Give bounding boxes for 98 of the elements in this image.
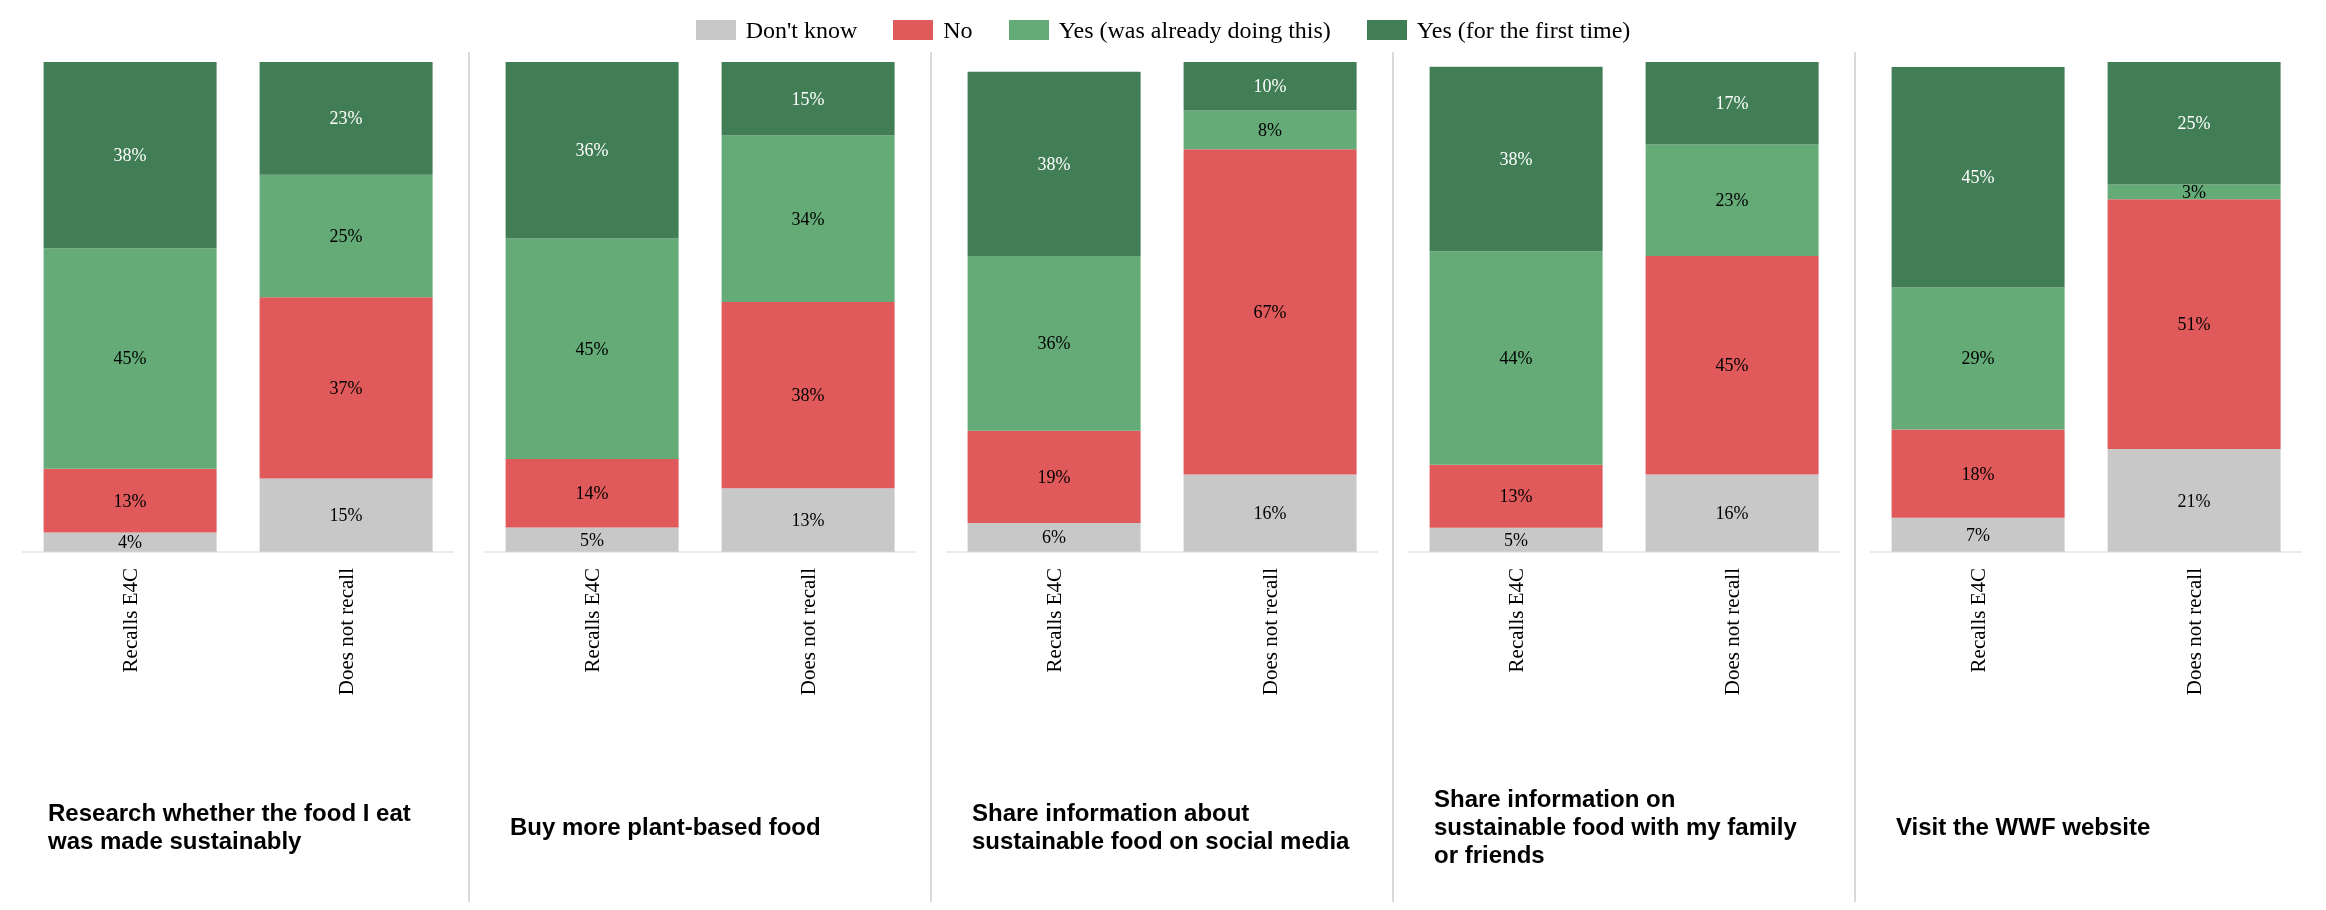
data-label: 51%: [2177, 314, 2211, 335]
data-label: 21%: [2177, 490, 2211, 511]
x-tick-label: Recalls E4C: [580, 568, 604, 673]
x-tick-label: Does not recall: [1258, 567, 1282, 696]
bar: [1891, 66, 2065, 288]
data-label: 16%: [1715, 503, 1749, 524]
x-tick-label: Does not recall: [334, 567, 358, 696]
data-label: 15%: [329, 505, 363, 526]
bar: [43, 532, 217, 552]
data-label: 25%: [2177, 113, 2211, 134]
bar: [1645, 256, 1819, 475]
bar: [1645, 144, 1819, 257]
bar: [505, 238, 679, 459]
data-label: 34%: [791, 208, 825, 229]
bar: [1429, 66, 1603, 252]
data-label: 38%: [1499, 149, 1533, 170]
bar: [721, 488, 895, 552]
x-axis-title: Buy more plant-based food: [510, 813, 821, 841]
data-label: 5%: [580, 529, 605, 550]
x-tick-label: Does not recall: [796, 567, 820, 696]
x-tick-label: Does not recall: [2182, 567, 2206, 696]
x-axis-title: Visit the WWF website: [1896, 813, 2151, 841]
data-label: 16%: [1253, 503, 1287, 524]
bar: [259, 297, 433, 479]
bar: [1429, 527, 1603, 552]
data-label: 38%: [113, 145, 147, 166]
bar: [505, 62, 679, 239]
legend-label: Yes (was already doing this): [1058, 16, 1331, 44]
bar: [1645, 474, 1819, 552]
data-label: 13%: [113, 490, 147, 511]
data-label: 7%: [1966, 524, 1991, 545]
data-label: 67%: [1253, 301, 1287, 322]
bar: [43, 468, 217, 533]
bar: [1183, 149, 1357, 475]
bar: [721, 302, 895, 489]
bar: [1183, 474, 1357, 552]
x-axis-title: Share information about sustainable food on social media: [972, 799, 1351, 855]
x-tick-label: Recalls E4C: [118, 568, 142, 673]
x-axis-title: Research whether the food I eat was made sustainably: [48, 799, 412, 855]
legend-label: Don't know: [745, 16, 858, 44]
data-label: 38%: [791, 385, 825, 406]
data-label: 8%: [1258, 119, 1283, 140]
data-label: 36%: [1037, 333, 1071, 354]
bar: [1429, 464, 1603, 528]
data-label: 36%: [575, 140, 609, 161]
bar: [1183, 110, 1357, 150]
data-label: 10%: [1253, 76, 1287, 97]
data-label: 45%: [575, 338, 609, 359]
data-label: 45%: [1715, 355, 1749, 376]
bar: [721, 135, 895, 303]
data-label: 38%: [1037, 153, 1071, 174]
bar: [1891, 429, 2065, 518]
x-axis-title: Share information on sustainable food with my family or friends: [1434, 785, 1798, 869]
data-label: 37%: [329, 377, 363, 398]
legend-label: No: [943, 16, 973, 44]
bar: [1429, 251, 1603, 465]
bar: [43, 62, 217, 249]
bar: [967, 71, 1141, 257]
bar: [967, 430, 1141, 523]
data-label: 29%: [1961, 348, 1995, 369]
bar: [2107, 199, 2281, 450]
data-label: 18%: [1961, 463, 1995, 484]
data-label: 19%: [1037, 466, 1071, 487]
x-tick-label: Recalls E4C: [1966, 568, 1990, 673]
data-label: 13%: [1499, 486, 1533, 507]
bar: [259, 478, 433, 552]
data-label: 45%: [113, 348, 147, 369]
data-label: 25%: [329, 225, 363, 246]
bar: [967, 522, 1141, 552]
bar: [259, 62, 433, 175]
bar: [259, 174, 433, 298]
x-tick-label: Recalls E4C: [1504, 568, 1528, 673]
legend-label: Yes (for the first time): [1416, 16, 1631, 44]
bar: [1645, 62, 1819, 145]
bar: [505, 527, 679, 552]
bar: [1891, 517, 2065, 552]
x-tick-label: Recalls E4C: [1042, 568, 1066, 673]
bar: [721, 62, 895, 136]
data-label: 17%: [1715, 93, 1749, 114]
bar: [1183, 62, 1357, 111]
data-label: 3%: [2182, 181, 2207, 202]
bar: [967, 256, 1141, 431]
data-label: 23%: [329, 108, 363, 129]
bar: [2107, 449, 2281, 552]
bar: [505, 458, 679, 528]
data-label: 14%: [575, 483, 609, 504]
data-label: 4%: [118, 532, 143, 553]
data-label: 15%: [791, 88, 825, 109]
data-label: 45%: [1961, 167, 1995, 188]
bar: [2107, 62, 2281, 185]
bar: [43, 248, 217, 469]
bar: [1891, 287, 2065, 430]
data-label: 23%: [1715, 190, 1749, 211]
data-label: 5%: [1504, 529, 1529, 550]
x-tick-label: Does not recall: [1720, 567, 1744, 696]
data-label: 44%: [1499, 347, 1533, 368]
data-label: 6%: [1042, 527, 1067, 548]
data-label: 13%: [791, 510, 825, 531]
